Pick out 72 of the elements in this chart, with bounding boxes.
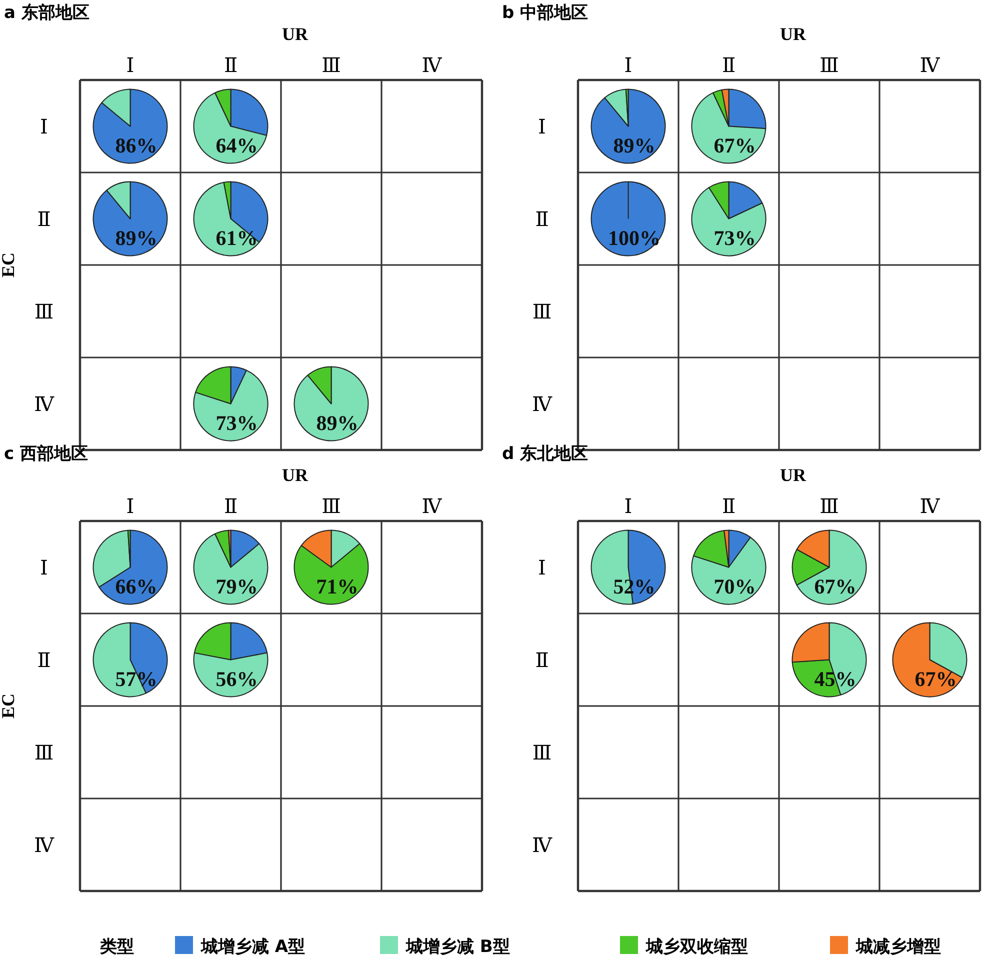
category-label: Ⅳ — [422, 55, 443, 77]
category-label: Ⅰ — [624, 55, 632, 77]
text: 64% — [216, 133, 258, 158]
text: 61% — [216, 226, 258, 250]
text: d 东北地区 — [502, 444, 588, 464]
category-label: Ⅱ — [224, 55, 238, 77]
text: UR — [780, 24, 807, 44]
category-label: Ⅰ — [40, 557, 48, 580]
category-label: Ⅳ — [920, 55, 941, 77]
text: a 东部地区 — [4, 3, 90, 23]
text: EC — [0, 693, 18, 719]
category-label: Ⅲ — [34, 742, 54, 764]
text: 70% — [714, 574, 756, 598]
category-label: Ⅰ — [538, 557, 546, 580]
category-label: Ⅳ — [34, 394, 54, 416]
category-label: Ⅱ — [535, 650, 549, 672]
category-label: Ⅰ — [624, 496, 632, 518]
category-label: Ⅳ — [920, 496, 941, 518]
pie-slice — [590, 88, 666, 164]
category-label: Ⅲ — [322, 55, 341, 77]
category-label: Ⅰ — [126, 496, 134, 518]
text: 67% — [914, 666, 957, 691]
category-label: Ⅳ — [532, 394, 552, 416]
pie-slice — [294, 366, 369, 442]
pie-slice — [92, 181, 168, 256]
category-label: Ⅱ — [224, 496, 238, 518]
category-label: Ⅳ — [532, 834, 552, 857]
text: 66% — [115, 574, 158, 598]
text: 86% — [115, 133, 158, 158]
pie-slice — [193, 533, 268, 605]
text: 56% — [216, 666, 258, 691]
text: 73% — [714, 226, 756, 250]
category-label: 城乡双收缩型 — [645, 937, 748, 957]
category-label: Ⅲ — [820, 55, 839, 77]
text: 67% — [814, 574, 856, 598]
category-label: Ⅱ — [722, 496, 736, 518]
category-label: Ⅲ — [532, 742, 552, 764]
category-label: Ⅰ — [40, 116, 48, 138]
category-label: Ⅱ — [722, 55, 736, 77]
text: 79% — [216, 574, 258, 598]
pie-slice — [691, 92, 766, 164]
text: c 西部地区 — [4, 444, 88, 464]
text: 89% — [115, 226, 158, 250]
text: UR — [282, 465, 309, 485]
text: b 中部地区 — [502, 3, 588, 23]
category-label: Ⅱ — [37, 208, 51, 231]
text: 89% — [316, 410, 358, 435]
pie-slice — [92, 88, 168, 164]
text: 67% — [714, 133, 756, 158]
pie-slice — [892, 622, 963, 698]
category-label: Ⅱ — [37, 650, 51, 672]
text: 100% — [608, 226, 660, 250]
text: EC — [0, 252, 18, 278]
category-label: Ⅲ — [820, 496, 839, 518]
category-label: 城增乡减 A型 — [200, 937, 306, 957]
category-label: Ⅲ — [532, 301, 552, 324]
category-label: Ⅲ — [34, 301, 54, 324]
pie-slice — [193, 370, 268, 442]
category-label: 城减乡增型 — [855, 937, 941, 957]
text: 71% — [316, 574, 358, 598]
text: 73% — [216, 410, 258, 435]
category-label: Ⅳ — [34, 834, 54, 857]
text: UR — [780, 465, 807, 485]
category-label: Ⅰ — [126, 55, 134, 77]
text: UR — [282, 24, 309, 44]
legend-title: 类型 — [99, 937, 134, 957]
category-label: 城增乡减 B型 — [405, 937, 510, 957]
category-label: Ⅱ — [535, 208, 549, 231]
category-label: Ⅰ — [538, 116, 546, 138]
text: 89% — [613, 133, 656, 158]
category-label: Ⅲ — [322, 496, 341, 518]
category-label: Ⅳ — [422, 496, 443, 518]
